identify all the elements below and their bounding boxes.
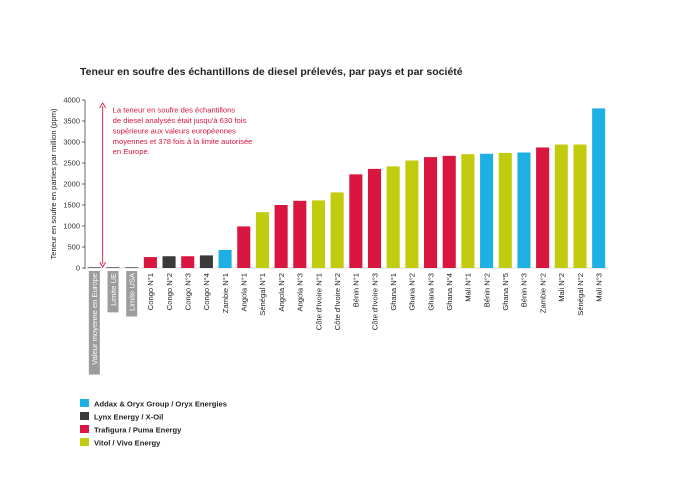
x-tick-label: Sénégal N°2 (576, 273, 585, 316)
annotation: La teneur en soufre des échantillons de d… (99, 102, 253, 269)
x-tick-label: Zambie N°2 (538, 273, 547, 313)
bar (143, 257, 157, 268)
x-tick-label: Ghana N°4 (445, 273, 454, 311)
bar (461, 154, 475, 268)
x-tick-label: Bénin N°3 (520, 273, 529, 307)
reference-bar (125, 267, 139, 268)
legend-swatch (80, 425, 89, 433)
y-tick-label: 2000 (63, 180, 80, 189)
annotation-arrow-head-top (99, 102, 107, 109)
annotation-text: La teneur en soufre des échantillons de d… (113, 106, 253, 157)
legend-label: Trafigura / Puma Energy (94, 426, 182, 435)
x-tick-label: Mali N°1 (464, 273, 473, 302)
bar (573, 144, 587, 268)
x-tick-label: Ghana N°3 (426, 273, 435, 311)
bar (162, 256, 176, 268)
bar (367, 168, 382, 268)
legend-swatch (80, 412, 89, 420)
y-tick-label: 4000 (63, 96, 80, 105)
legend-swatch (80, 438, 89, 446)
bar (181, 256, 195, 268)
x-tick-label: Côte d'Ivoire N°1 (314, 273, 323, 330)
y-axis-title: Teneur en soufre en parties par million … (49, 108, 58, 260)
bar (592, 108, 606, 269)
bar (405, 160, 419, 268)
annotation-line: de diesel analysés était jusqu'à 630 foi… (113, 116, 247, 125)
x-tick-label: Mali N°2 (557, 273, 566, 302)
bar (237, 226, 251, 268)
legend-label: Addax & Oryx Group / Oryx Energies (94, 400, 227, 409)
x-tick-label: Congo N°3 (184, 273, 193, 310)
bar (293, 200, 307, 268)
bar (274, 205, 288, 268)
bars (87, 108, 606, 269)
bar (349, 174, 363, 268)
x-tick-label: Côte d'Ivoire N°2 (333, 273, 342, 330)
reference-label-box (88, 271, 100, 375)
legend-label: Vitol / Vivo Energy (94, 439, 161, 448)
reference-bar (87, 267, 101, 268)
chart-title: Teneur en soufre des échantillons de die… (80, 66, 463, 78)
x-tick-label: Congo N°4 (202, 273, 211, 310)
y-tick-label: 2500 (63, 159, 80, 168)
annotation-line: en Europe. (113, 147, 150, 156)
bar (554, 144, 568, 268)
y-tick-label: 0 (76, 264, 80, 273)
bar (255, 212, 269, 268)
y-tick-label: 3500 (63, 117, 80, 126)
x-tick-label: Angola N°1 (240, 273, 249, 312)
x-tick-label: Bénin N°2 (482, 273, 491, 307)
reference-label: Limite UE (109, 273, 118, 306)
x-tick-label: Angola N°3 (296, 273, 305, 312)
bar (480, 153, 494, 268)
reference-label-box (107, 271, 119, 313)
x-tick-label: Zambie N°1 (221, 273, 230, 313)
x-tick-label: Ghana N°5 (501, 273, 510, 311)
bar (424, 157, 438, 268)
x-tick-labels: Valeur moyenne en Europe Limite UE Limite … (88, 271, 603, 375)
reference-label: Valeur moyenne en Europe (90, 273, 99, 365)
x-tick-label: Ghana N°2 (408, 273, 417, 311)
y-tick-label: 3000 (63, 138, 80, 147)
y-tick-label: 1500 (63, 201, 80, 210)
bar (498, 152, 512, 268)
legend-swatch (80, 399, 89, 407)
annotation-line: supérieure aux valeurs européennes (113, 126, 236, 135)
x-tick-label: Congo N°1 (146, 273, 155, 310)
legend-label: Lynx Energy / X-Oil (94, 413, 163, 422)
bar (517, 152, 531, 268)
annotation-line: moyennes et 378 fois à la limite autoris… (113, 137, 253, 146)
x-tick-label: Bénin N°1 (352, 273, 361, 307)
y-tick-label: 1000 (63, 222, 80, 231)
bar (330, 192, 344, 268)
x-tick-label: Sénégal N°1 (258, 273, 267, 316)
bar (442, 155, 456, 268)
reference-label-box (126, 271, 138, 317)
bar (218, 249, 232, 268)
legend: Addax & Oryx Group / Oryx Energies Lynx E… (80, 399, 227, 448)
x-tick-label: Côte d'Ivoire N°3 (370, 273, 379, 330)
x-tick-label: Ghana N°1 (389, 273, 398, 311)
x-tick-label: Mali N°3 (594, 273, 603, 302)
bar (199, 255, 213, 268)
x-tick-label: Angola N°2 (277, 273, 286, 312)
y-tick-label: 500 (67, 243, 80, 252)
bar (311, 200, 326, 268)
reference-bar (106, 267, 120, 268)
bar (386, 166, 400, 268)
annotation-line: La teneur en soufre des échantillons (113, 106, 236, 115)
reference-label: Limite USA (127, 272, 136, 311)
annotation-arrow-head-bottom (99, 261, 107, 269)
bar (536, 147, 550, 268)
x-tick-label: Congo N°2 (165, 273, 174, 310)
